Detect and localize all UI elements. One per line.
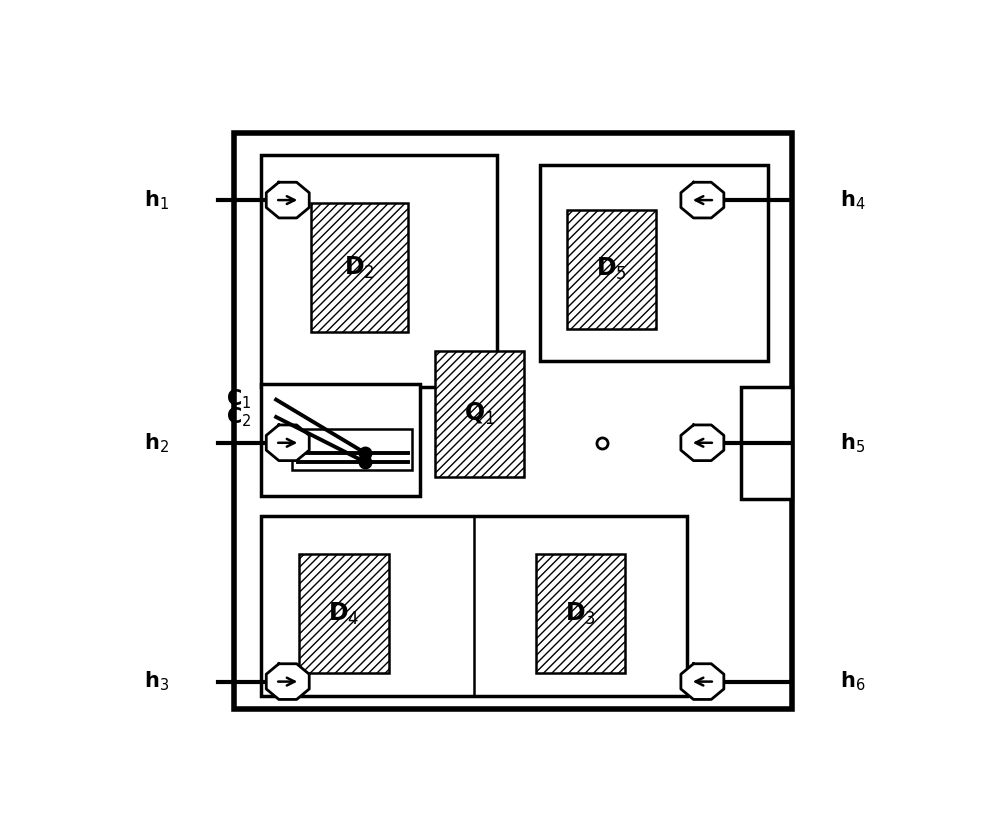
Text: D$_3$: D$_3$ (565, 600, 596, 627)
Text: C$_2$: C$_2$ (226, 405, 251, 429)
Polygon shape (266, 182, 309, 218)
Bar (261, 516, 687, 696)
Polygon shape (266, 425, 309, 461)
Bar (299, 554, 388, 673)
Bar (261, 384, 420, 497)
Text: h$_1$: h$_1$ (144, 188, 169, 212)
Bar (567, 210, 656, 329)
Polygon shape (266, 664, 309, 700)
Text: D$_2$: D$_2$ (344, 255, 375, 281)
Polygon shape (681, 425, 724, 461)
Text: D$_5$: D$_5$ (596, 256, 627, 283)
Text: h$_5$: h$_5$ (840, 431, 865, 455)
Bar (261, 155, 497, 387)
Bar (540, 165, 768, 361)
Bar (234, 133, 792, 709)
Text: C$_1$: C$_1$ (226, 388, 251, 411)
Polygon shape (681, 664, 724, 700)
Bar (741, 387, 792, 499)
Bar (536, 554, 625, 673)
Text: Q$_1$: Q$_1$ (464, 401, 495, 427)
Text: h$_2$: h$_2$ (144, 431, 169, 455)
Bar (292, 429, 412, 471)
Bar (311, 203, 408, 332)
Text: h$_3$: h$_3$ (144, 670, 169, 693)
Text: D$_4$: D$_4$ (328, 600, 360, 627)
Bar (435, 351, 524, 477)
Text: h$_6$: h$_6$ (840, 670, 865, 693)
Polygon shape (681, 182, 724, 218)
Text: h$_4$: h$_4$ (840, 188, 865, 212)
